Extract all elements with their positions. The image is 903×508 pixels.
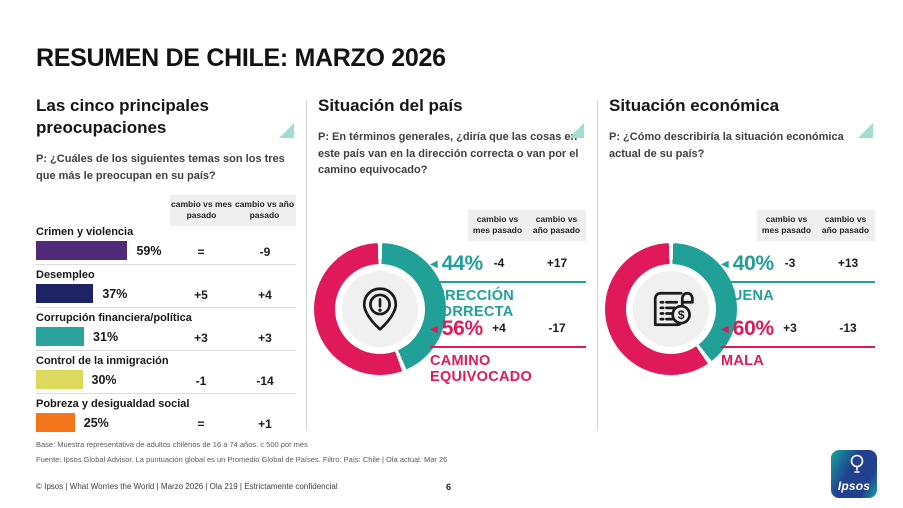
panel-divider	[306, 100, 307, 430]
col-header-year: cambio vs año pasado	[234, 199, 295, 221]
worry-bar	[36, 327, 85, 346]
worry-label: Crimen y violencia	[36, 226, 134, 238]
worry-bar	[36, 370, 83, 389]
panel-country-heading: Situación del país	[318, 96, 463, 115]
worry-bar	[36, 284, 94, 303]
stat-underline	[721, 346, 875, 348]
worry-change-month: =	[197, 245, 205, 259]
worry-label: Control de la inmigración	[36, 355, 169, 367]
panel-country-question: P: En términos generales, ¿diría que las…	[318, 131, 579, 177]
alert-pin-icon	[362, 287, 398, 331]
change-columns-header: cambio vs mes pasado cambio vs año pasad…	[170, 195, 296, 226]
stat-label: CAMINO EQUIVOCADO	[430, 353, 533, 385]
panel-worries: Las cinco principales preocupaciones P: …	[36, 95, 296, 440]
panel-worries-question: P: ¿Cuáles de los siguientes temas son l…	[36, 153, 285, 182]
receipt-dollar-icon: $	[653, 291, 694, 327]
stat-label: BUENA	[721, 288, 775, 304]
worry-change-month: +5	[194, 288, 208, 302]
col-header-year: cambio vs año pasado	[532, 214, 581, 236]
worry-bar	[36, 241, 128, 260]
worry-label: Corrupción financiera/política	[36, 312, 192, 324]
stat-change-year: +17	[546, 256, 568, 270]
worry-percent: 37%	[102, 286, 128, 301]
worry-bar	[36, 413, 75, 432]
left-arrow-icon: ◀	[721, 323, 729, 335]
stat-change-month: +4	[492, 321, 506, 335]
worry-row: Crimen y violencia 59% = -9	[36, 222, 296, 265]
ipsos-logo: Ipsos	[831, 450, 877, 498]
worry-row: Desempleo 37% +5 +4	[36, 265, 296, 308]
stat-percent: 40%	[732, 252, 774, 275]
worry-change-year: -14	[256, 374, 274, 388]
worry-change-year: +1	[258, 417, 272, 431]
worries-list: Crimen y violencia 59% = -9 Desempleo 37…	[36, 222, 296, 437]
footnote-base: Base: Muestra representativa de adultos …	[36, 440, 308, 449]
stat-underline	[430, 281, 586, 283]
change-columns-header: cambio vs mes pasado cambio vs año pasad…	[757, 210, 875, 241]
worry-change-month: -1	[195, 374, 207, 388]
corner-triangle-icon	[858, 123, 873, 138]
page-number: 6	[446, 482, 452, 492]
panel-worries-heading: Las cinco principales preocupaciones	[36, 96, 209, 138]
left-arrow-icon: ◀	[430, 258, 438, 270]
stat-underline	[721, 281, 875, 283]
worry-label: Pobreza y desigualdad social	[36, 398, 190, 410]
stat-change-year: -17	[548, 321, 566, 335]
worry-change-month: =	[197, 417, 205, 431]
corner-triangle-icon	[569, 123, 584, 138]
stat-buena: ◀ 40% -3 +13 BUENA	[721, 250, 875, 304]
panel-economy-question: P: ¿Cómo describiría la situación económ…	[609, 131, 844, 160]
stat-camino-equivocado: ◀ 56% +4 -17 CAMINO EQUIVOCADO	[430, 315, 586, 385]
stat-direccion-correcta: ◀ 44% -4 +17 DIRECCIÓN CORRECTA	[430, 250, 586, 320]
col-header-month: cambio vs mes pasado	[761, 214, 812, 236]
worry-change-year: -9	[259, 245, 271, 259]
corner-triangle-icon	[279, 123, 294, 138]
worry-percent: 31%	[93, 329, 119, 344]
stat-mala: ◀ 60% +3 -13 MALA	[721, 315, 875, 369]
left-arrow-icon: ◀	[430, 323, 438, 335]
ipsos-balloon-icon	[850, 454, 864, 473]
svg-text:$: $	[678, 308, 685, 322]
page-title: RESUMEN DE CHILE: MARZO 2026	[36, 44, 446, 72]
stat-change-month: -4	[493, 256, 505, 270]
stat-percent: 60%	[732, 317, 774, 340]
copyright-line: © Ipsos | What Worries the World | Marzo…	[36, 482, 338, 491]
worry-change-month: +3	[194, 331, 208, 345]
economy-donut-chart: $	[605, 243, 737, 375]
worry-percent: 25%	[83, 415, 109, 430]
stat-change-month: +3	[783, 321, 797, 335]
stat-change-month: -3	[784, 256, 796, 270]
worry-label: Desempleo	[36, 269, 95, 281]
worry-row: Control de la inmigración 30% -1 -14	[36, 351, 296, 394]
panel-economy-heading: Situación económica	[609, 96, 780, 115]
country-donut-chart	[314, 243, 446, 375]
ipsos-logo-text: Ipsos	[837, 479, 871, 493]
stat-change-year: -13	[839, 321, 857, 335]
worry-percent: 59%	[136, 243, 162, 258]
panel-country: Situación del país P: En términos genera…	[314, 95, 586, 440]
stat-percent: 44%	[441, 252, 483, 275]
col-header-year: cambio vs año pasado	[821, 214, 870, 236]
stat-underline	[430, 346, 586, 348]
col-header-month: cambio vs mes pasado	[472, 214, 523, 236]
worry-percent: 30%	[91, 372, 117, 387]
stat-percent: 56%	[441, 317, 483, 340]
worry-row: Corrupción financiera/política 31% +3 +3	[36, 308, 296, 351]
panel-economy: Situación económica P: ¿Cómo describiría…	[605, 95, 875, 440]
stat-label: DIRECCIÓN CORRECTA	[430, 288, 515, 320]
stat-change-year: +13	[837, 256, 859, 270]
change-columns-header: cambio vs mes pasado cambio vs año pasad…	[468, 210, 586, 241]
worry-change-year: +3	[258, 331, 272, 345]
worry-change-year: +4	[258, 288, 272, 302]
footnote-source: Fuente: Ipsos Global Advisor. La puntuac…	[36, 455, 448, 464]
stat-label: MALA	[721, 353, 765, 369]
worry-row: Pobreza y desigualdad social 25% = +1	[36, 394, 296, 437]
left-arrow-icon: ◀	[721, 258, 729, 270]
col-header-month: cambio vs mes pasado	[171, 199, 232, 221]
panel-divider	[597, 100, 598, 430]
